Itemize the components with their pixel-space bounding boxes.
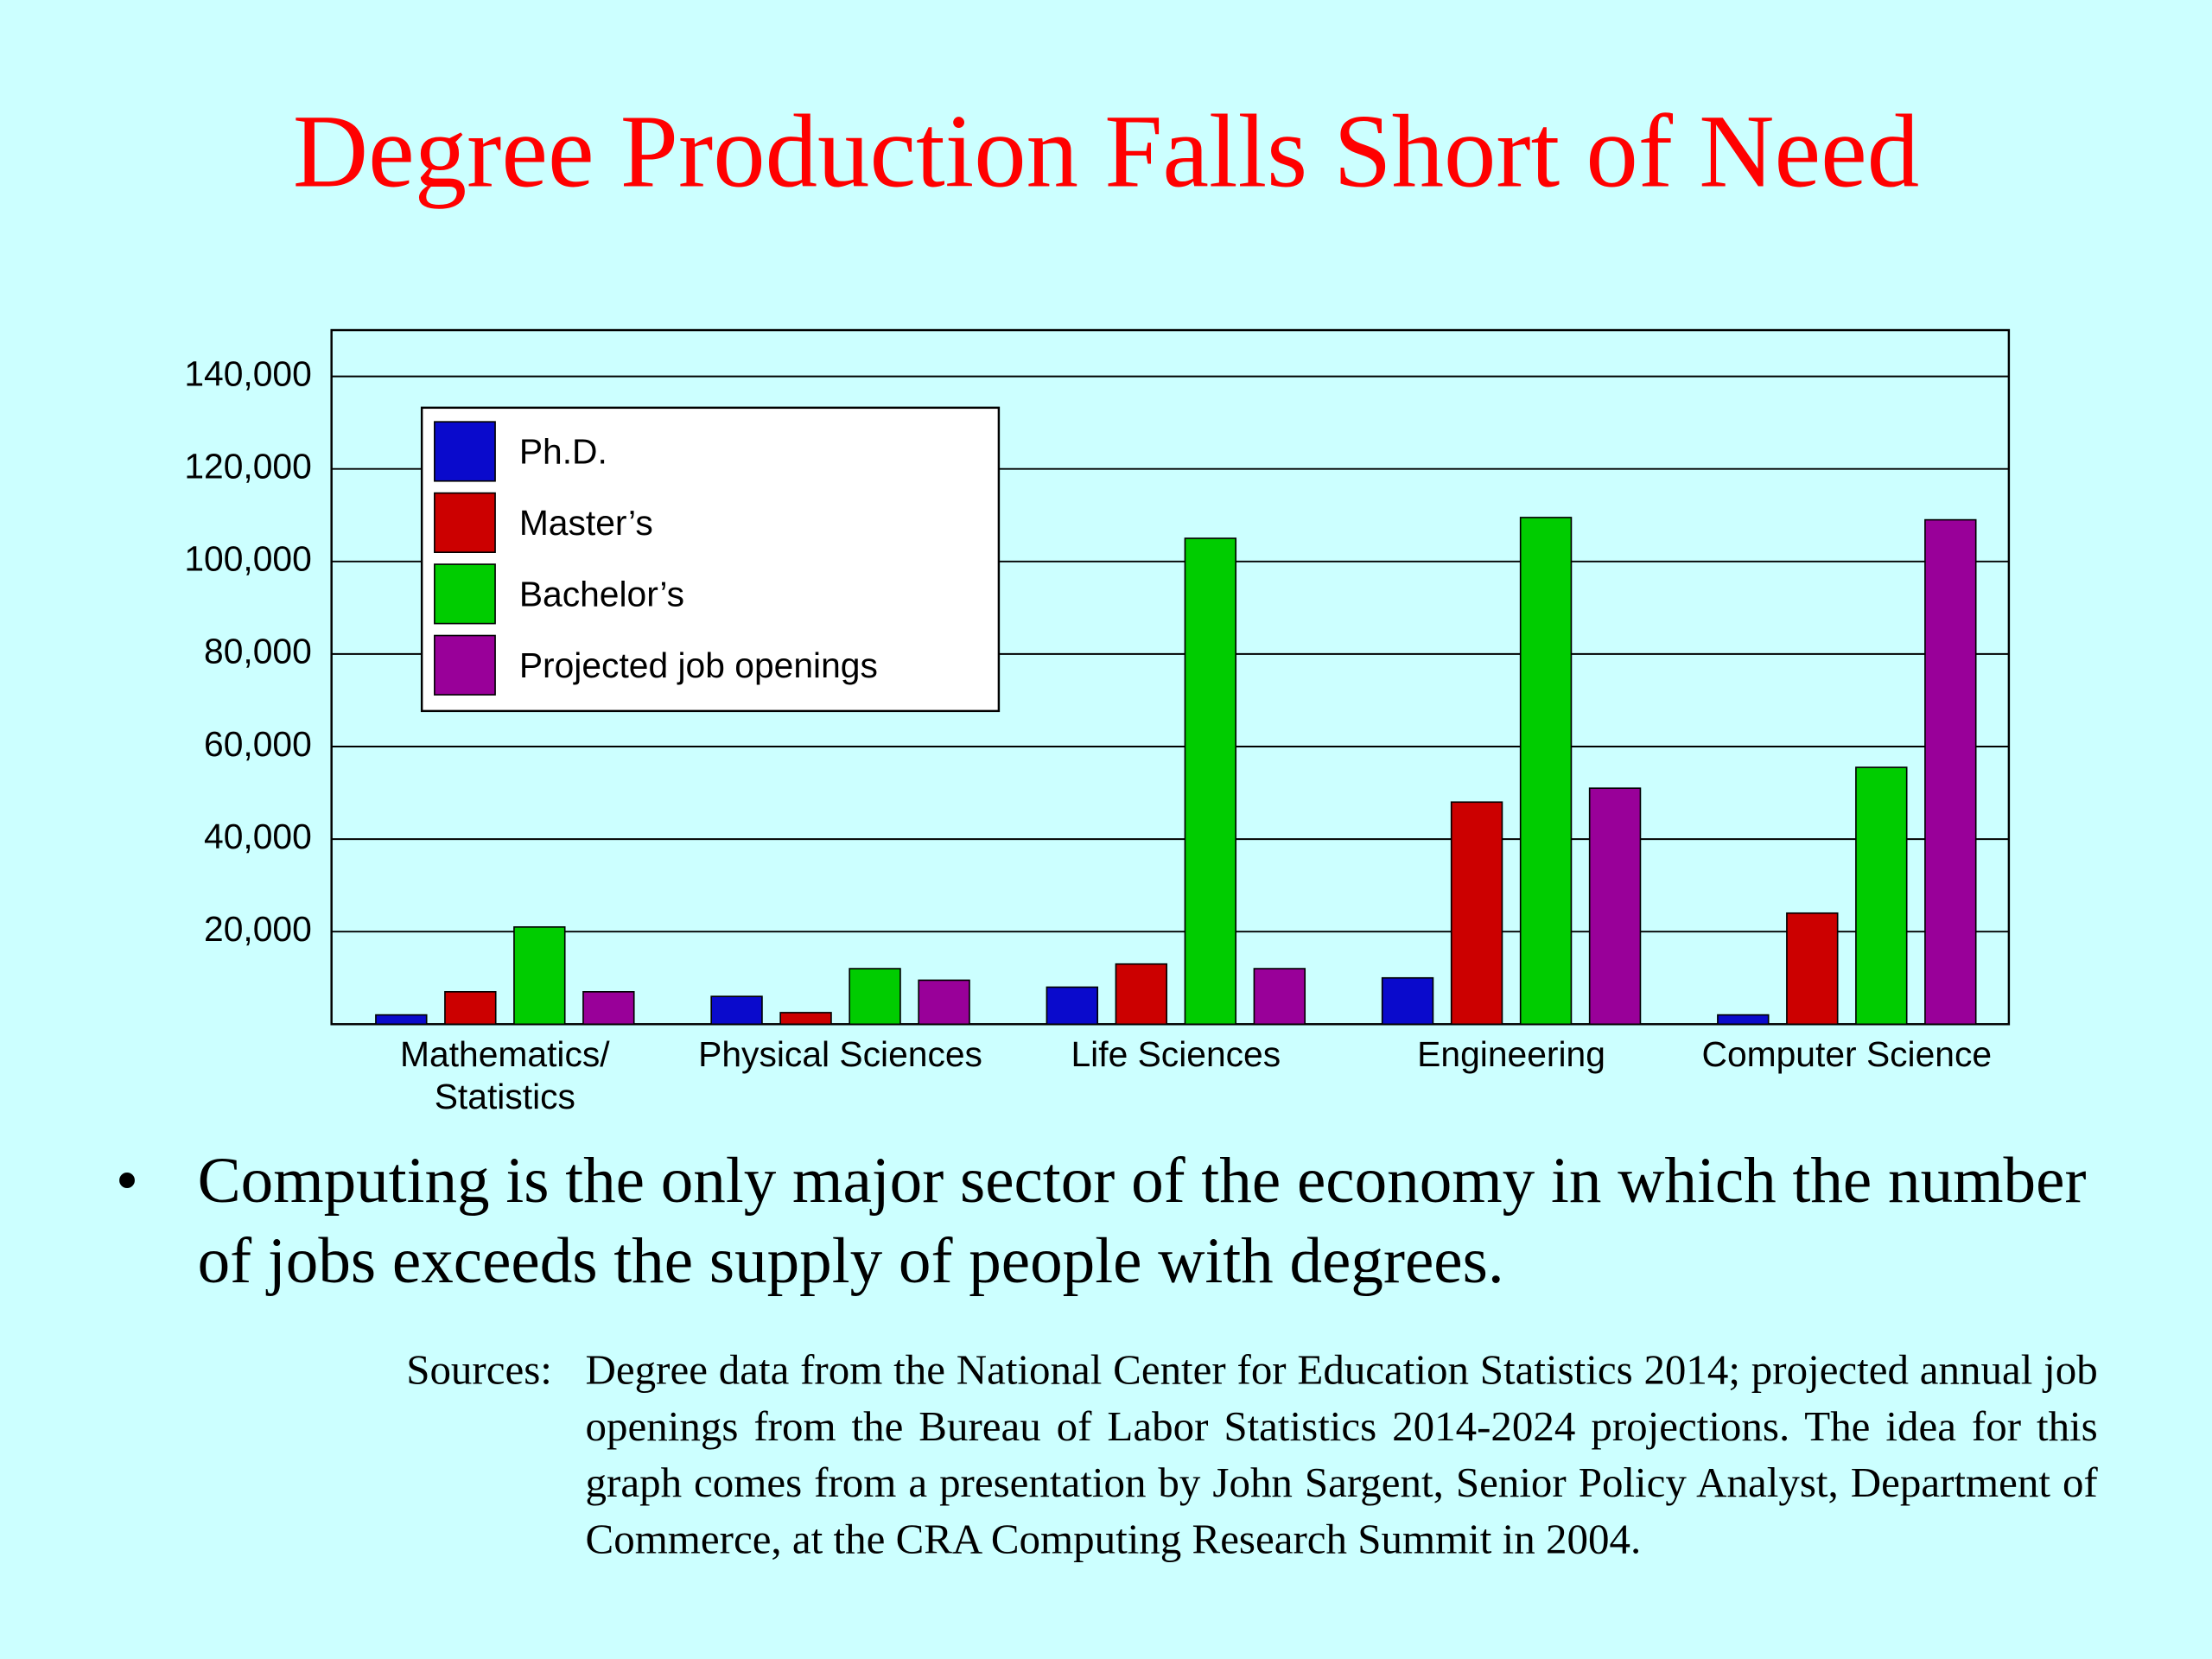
legend-box xyxy=(420,406,1001,713)
x-tick-label: Mathematics/Statistics xyxy=(400,1034,610,1116)
x-tick-label-line: Statistics xyxy=(435,1077,575,1116)
x-tick-label-line: Mathematics/ xyxy=(400,1034,610,1074)
bar xyxy=(1253,968,1306,1026)
bar xyxy=(1450,801,1503,1026)
legend-label: Projected job openings xyxy=(519,645,878,685)
bar xyxy=(444,991,497,1026)
bar xyxy=(1855,766,1908,1026)
bar xyxy=(849,968,901,1026)
y-tick-label: 60,000 xyxy=(204,724,312,764)
legend-label: Master’s xyxy=(519,503,653,543)
legend-swatch xyxy=(434,421,496,482)
x-tick-label: Computer Science xyxy=(1701,1034,1992,1074)
bar xyxy=(1717,1014,1770,1026)
bar xyxy=(513,926,566,1026)
x-tick-label: Life Sciences xyxy=(1071,1034,1281,1074)
bar xyxy=(1115,963,1168,1026)
y-tick-label: 100,000 xyxy=(184,539,311,579)
bar xyxy=(1786,912,1839,1026)
bar xyxy=(918,979,970,1026)
legend-swatch xyxy=(434,563,496,625)
y-tick-label: 40,000 xyxy=(204,817,312,856)
bar xyxy=(1381,976,1434,1026)
bar xyxy=(1519,517,1573,1026)
legend-label: Bachelor’s xyxy=(519,574,684,613)
plot-area xyxy=(330,328,2011,1026)
chart: 20,000 40,000 60,000 80,000 100,000 120,000 14… xyxy=(184,328,2011,1116)
bar xyxy=(710,995,763,1026)
x-tick-label-line: Computer Science xyxy=(1701,1034,1992,1074)
y-tick-label: 120,000 xyxy=(184,446,311,486)
legend-label: Ph.D. xyxy=(519,431,607,471)
bar xyxy=(779,1012,832,1026)
bar xyxy=(1184,537,1237,1026)
x-tick-label: Engineering xyxy=(1417,1034,1605,1074)
y-tick-label: 140,000 xyxy=(184,353,311,393)
bullet-text: Computing is the only major sector of th… xyxy=(116,1140,2116,1300)
y-tick-label: 20,000 xyxy=(204,909,312,949)
y-tick-label: 80,000 xyxy=(204,632,312,671)
legend-swatch xyxy=(434,492,496,553)
x-tick-label-line: Physical Sciences xyxy=(698,1034,982,1074)
bar xyxy=(1588,787,1642,1026)
bar xyxy=(1924,518,1977,1026)
legend-swatch xyxy=(434,634,496,696)
bar xyxy=(582,991,635,1026)
bar xyxy=(1046,986,1099,1026)
slide-title: Degree Production Falls Short of Need xyxy=(292,94,1920,211)
bar xyxy=(375,1014,428,1026)
x-tick-label-line: Engineering xyxy=(1417,1034,1605,1074)
x-tick-label: Physical Sciences xyxy=(698,1034,982,1074)
sources-text: Degree data from the National Center for… xyxy=(585,1347,2098,1563)
sources-label: Sources: xyxy=(406,1347,552,1395)
x-tick-label-line: Life Sciences xyxy=(1071,1034,1281,1074)
